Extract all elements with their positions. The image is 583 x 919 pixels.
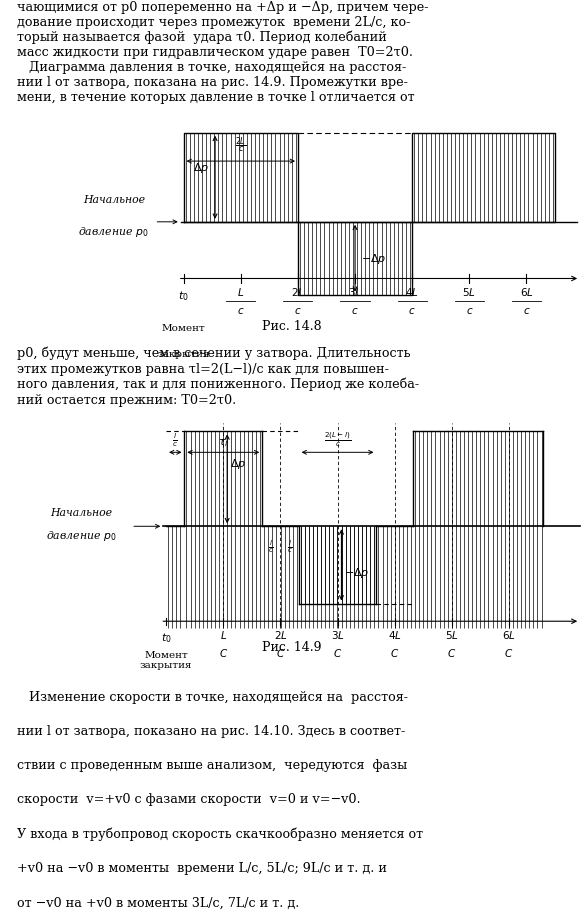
Text: нии l от затвора, показана на рис. 14.9. Промежутки вре-: нии l от затвора, показана на рис. 14.9.… xyxy=(17,75,408,89)
Text: скорости  v=+v0 с фазами скорости  v=0 и v=−v0.: скорости v=+v0 с фазами скорости v=0 и v… xyxy=(17,792,361,806)
Text: мени, в течение которых давление в точке l отличается от: мени, в течение которых давление в точке… xyxy=(17,91,415,104)
Text: $3L$: $3L$ xyxy=(331,629,345,641)
Text: +v0 на −v0 в моменты  времени L/c, 5L/c; 9L/c и т. д. и: +v0 на −v0 в моменты времени L/c, 5L/c; … xyxy=(17,861,388,874)
Text: Изменение скорости в точке, находящейся на  расстоя-: Изменение скорости в точке, находящейся … xyxy=(17,690,409,703)
Text: $C$: $C$ xyxy=(447,646,456,658)
Text: ний остается прежним: T0=2τ0.: ний остается прежним: T0=2τ0. xyxy=(17,393,237,406)
Text: $c$: $c$ xyxy=(409,305,416,315)
Text: $c$: $c$ xyxy=(294,305,301,315)
Text: $\frac{2L}{c}$: $\frac{2L}{c}$ xyxy=(235,136,247,156)
Text: торый называется фазой  удара τ0. Период колебаний: торый называется фазой удара τ0. Период … xyxy=(17,30,387,44)
Text: чающимися от p0 попеременно на +Δp и −Δp, причем чере-: чающимися от p0 попеременно на +Δp и −Δp… xyxy=(17,1,429,14)
Text: $L$: $L$ xyxy=(220,629,227,641)
Text: $C$: $C$ xyxy=(276,646,285,658)
Text: $C$: $C$ xyxy=(333,646,342,658)
Text: $-\Delta p$: $-\Delta p$ xyxy=(345,565,370,579)
Text: p0, будут меньше, чем в сечении у затвора. Длительность: p0, будут меньше, чем в сечении у затвор… xyxy=(17,346,411,360)
Text: давление $p_0$: давление $p_0$ xyxy=(79,224,149,239)
Text: $\frac{l}{c}$: $\frac{l}{c}$ xyxy=(268,538,274,554)
Text: Рис. 14.9: Рис. 14.9 xyxy=(262,641,321,653)
Text: Начальное: Начальное xyxy=(83,195,145,204)
Text: $C$: $C$ xyxy=(219,646,228,658)
Text: $4L$: $4L$ xyxy=(405,285,419,297)
Text: Диаграмма давления в точке, находящейся на расстоя-: Диаграмма давления в точке, находящейся … xyxy=(17,61,407,74)
Text: $6L$: $6L$ xyxy=(519,285,533,297)
Text: нии l от затвора, показано на рис. 14.10. Здесь в соответ-: нии l от затвора, показано на рис. 14.10… xyxy=(17,724,406,737)
Text: дование происходит через промежуток  времени 2L/c, ко-: дование происходит через промежуток врем… xyxy=(17,16,411,28)
Text: $\frac{l}{c}$: $\frac{l}{c}$ xyxy=(287,538,293,554)
Text: $t$: $t$ xyxy=(581,273,583,286)
Text: $t$: $t$ xyxy=(582,615,583,628)
Text: $2L$: $2L$ xyxy=(273,629,287,641)
Text: $\frac{2(L-l)}{c}$: $\frac{2(L-l)}{c}$ xyxy=(324,430,351,448)
Text: $c$: $c$ xyxy=(523,305,530,315)
Text: $C$: $C$ xyxy=(390,646,399,658)
Text: Начальное: Начальное xyxy=(51,508,113,518)
Text: Момент: Момент xyxy=(161,323,206,333)
Text: от −v0 на +v0 в моменты 3L/c, 7L/c и т. д.: от −v0 на +v0 в моменты 3L/c, 7L/c и т. … xyxy=(17,895,300,908)
Text: У входа в трубопровод скорость скачкообразно меняется от: У входа в трубопровод скорость скачкообр… xyxy=(17,826,424,840)
Text: $c$: $c$ xyxy=(466,305,473,315)
Text: этих промежутков равна τl=2(L−l)/c как для повышен-: этих промежутков равна τl=2(L−l)/c как д… xyxy=(17,362,389,375)
Text: $t_0$: $t_0$ xyxy=(178,289,189,303)
Text: $6L$: $6L$ xyxy=(502,629,516,641)
Text: $c$: $c$ xyxy=(352,305,359,315)
Text: $C$: $C$ xyxy=(504,646,514,658)
Text: $\tau_l$: $\tau_l$ xyxy=(218,437,229,448)
Text: $-\Delta p$: $-\Delta p$ xyxy=(361,252,387,266)
Text: $5L$: $5L$ xyxy=(445,629,459,641)
Text: $3L$: $3L$ xyxy=(348,285,362,297)
Text: $\Delta p$: $\Delta p$ xyxy=(193,161,209,175)
Text: $2L$: $2L$ xyxy=(291,285,305,297)
Text: масс жидкости при гидравлическом ударе равен  T0=2τ0.: масс жидкости при гидравлическом ударе р… xyxy=(17,46,413,59)
Text: $5L$: $5L$ xyxy=(462,285,476,297)
Text: $L$: $L$ xyxy=(237,285,244,297)
Text: $c$: $c$ xyxy=(237,305,244,315)
Text: давление $p_0$: давление $p_0$ xyxy=(47,529,117,543)
Text: $t_0$: $t_0$ xyxy=(161,630,171,644)
Text: Рис. 14.8: Рис. 14.8 xyxy=(262,320,321,333)
Text: $4L$: $4L$ xyxy=(388,629,402,641)
Text: ного давления, так и для пониженного. Период же колеба-: ного давления, так и для пониженного. Пе… xyxy=(17,378,420,391)
Text: $\frac{l}{c}$: $\frac{l}{c}$ xyxy=(173,431,178,448)
Text: ствии с проведенным выше анализом,  чередуются  фазы: ствии с проведенным выше анализом, черед… xyxy=(17,758,408,771)
Text: закрытия: закрытия xyxy=(157,350,210,359)
Text: Момент
закрытия: Момент закрытия xyxy=(140,651,192,670)
Text: $\Delta p$: $\Delta p$ xyxy=(230,457,246,471)
